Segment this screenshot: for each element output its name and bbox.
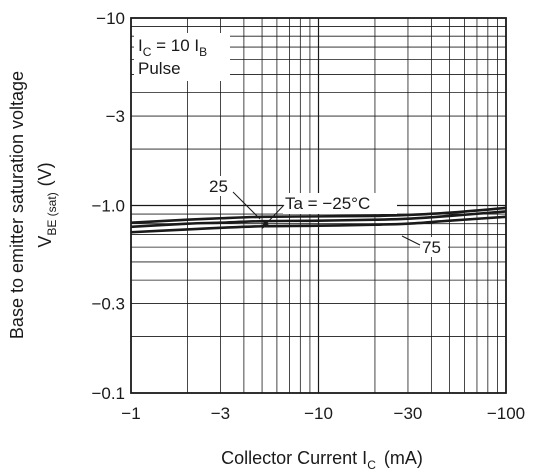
y-tick-label: −10 bbox=[96, 9, 125, 28]
plot-frame bbox=[130, 17, 507, 394]
y-tick-label: −0.3 bbox=[91, 295, 125, 314]
label-bg-75 bbox=[420, 237, 448, 257]
conditions-box bbox=[134, 33, 230, 81]
x-tick-label: −30 bbox=[394, 404, 423, 423]
y-axis-title-line1: Base to emitter saturation voltage bbox=[7, 71, 27, 339]
series-line-1 bbox=[130, 210, 507, 229]
y-tick-label: −1.0 bbox=[91, 197, 125, 216]
y-axis-title-line2: VBE (sat)(V) bbox=[35, 162, 59, 247]
leader-75 bbox=[401, 235, 421, 246]
x-tick-labels: −1 −3 −10 −30 −100 bbox=[121, 404, 525, 423]
x-tick-label: −1 bbox=[121, 404, 140, 423]
leader-25 bbox=[232, 191, 261, 220]
series-label-minus25: Ta = −25°C bbox=[285, 194, 370, 213]
leader-minus25 bbox=[264, 204, 285, 226]
y-tick-label: −3 bbox=[106, 107, 125, 126]
label-bg-minus25 bbox=[283, 193, 397, 214]
series-line-0 bbox=[130, 206, 507, 224]
x-tick-label: −3 bbox=[211, 404, 230, 423]
label-bg-25 bbox=[207, 176, 233, 196]
leader-arrowhead bbox=[262, 220, 269, 229]
conditions-line2: Pulse bbox=[138, 59, 181, 78]
y-tick-labels: −0.1 −0.3 −1.0 −3 −10 bbox=[91, 9, 125, 403]
x-axis-title: Collector Current IC (mA) bbox=[221, 448, 423, 472]
series-line-2 bbox=[130, 215, 507, 234]
series-layer bbox=[130, 206, 507, 234]
series-label-75: 75 bbox=[422, 238, 441, 257]
y-tick-label: −0.1 bbox=[91, 384, 125, 403]
x-tick-label: −10 bbox=[304, 404, 333, 423]
conditions-line1: IC = 10 IB bbox=[138, 36, 207, 59]
series-label-25: 25 bbox=[209, 177, 228, 196]
x-tick-label: −100 bbox=[487, 404, 525, 423]
